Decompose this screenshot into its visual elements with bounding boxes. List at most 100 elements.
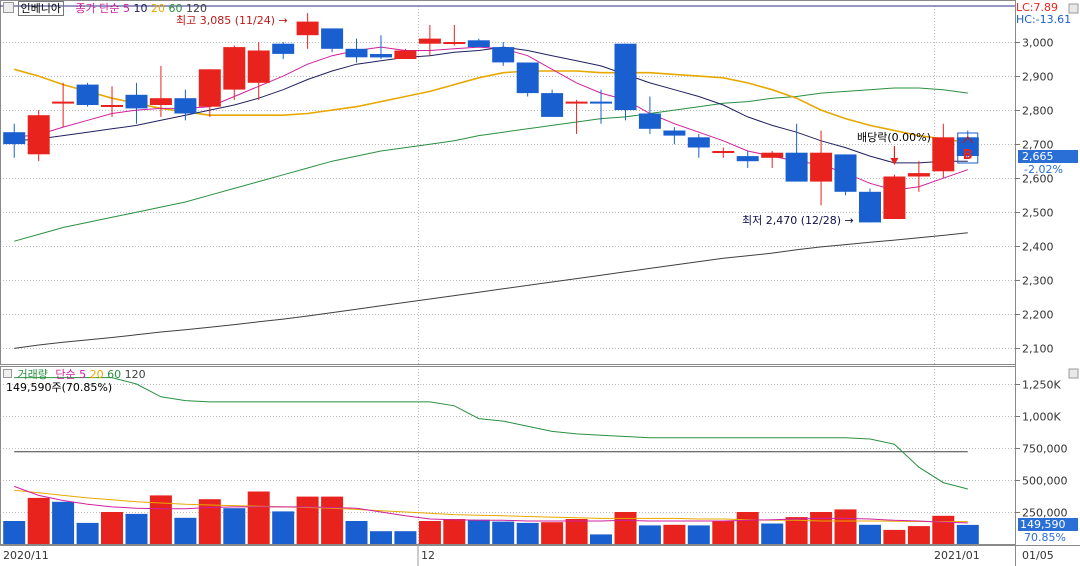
- current-price-label: 2,665: [1022, 150, 1054, 163]
- candle-body: [149, 98, 172, 105]
- price-indicator-label: 종가 단순: [75, 2, 120, 15]
- signal-marker: B: [963, 148, 973, 163]
- volume-bar: [932, 515, 955, 544]
- volume-bar: [198, 499, 221, 544]
- ma-period-60: 60: [168, 2, 183, 15]
- candle-body: [321, 28, 344, 49]
- price-ma20-line: [13, 68, 968, 144]
- low-annotation-text: 최저 2,470 (12/28): [742, 214, 842, 227]
- price-tick-label: 3,000: [1022, 37, 1054, 50]
- volume-tick-label: 750,000: [1022, 443, 1068, 456]
- volume-tick-label: 1,250K: [1022, 379, 1061, 392]
- price-tick-label: 2,600: [1022, 173, 1054, 186]
- volume-bar: [443, 519, 466, 544]
- volume-tick-label: 500,000: [1022, 475, 1068, 488]
- volume-bar: [883, 529, 906, 544]
- volume-bar: [467, 519, 490, 544]
- volume-bar: [859, 524, 881, 544]
- volume-bar: [321, 496, 344, 544]
- volume-panel-header: 거래량 단순 5 20 60 120: [3, 368, 146, 381]
- price-tick-label: 2,400: [1022, 241, 1054, 254]
- price-panel-header: 인베니아 종가 단순 5 10 20 60 120: [3, 1, 207, 16]
- ma-period-120: 120: [185, 2, 207, 15]
- candle-body: [3, 132, 26, 145]
- candle-body: [76, 84, 99, 105]
- candle-body: [834, 154, 857, 192]
- date-label-2020-11: 2020/11: [3, 549, 49, 562]
- volume-bar: [907, 526, 930, 544]
- candle-body: [761, 152, 784, 158]
- price-ma120-line: [14, 232, 968, 349]
- candle-body: [27, 115, 50, 155]
- date-label-2021-01: 2021/01: [934, 549, 980, 562]
- stock-name[interactable]: 인베니아: [17, 1, 64, 16]
- volume-bar: [370, 531, 392, 544]
- volume-bar: [149, 495, 172, 544]
- volume-bar: [565, 519, 588, 544]
- volume-bar: [296, 496, 319, 544]
- volume-bar: [3, 521, 26, 544]
- volume-bar: [638, 525, 661, 544]
- volume-bar: [247, 491, 270, 544]
- candle-body: [198, 69, 221, 107]
- volume-bar: [541, 522, 564, 544]
- volume-bar: [785, 517, 808, 544]
- volume-bar: [810, 512, 833, 544]
- volume-bar: [272, 511, 295, 544]
- candle-body: [296, 21, 319, 36]
- volume-bar: [76, 522, 99, 544]
- current-volume-pct: 70.85%: [1024, 531, 1066, 544]
- volume-summary: 149,590주(70.85%): [6, 381, 113, 394]
- date-label-12: 12: [421, 549, 435, 562]
- volume-panel-toggle-icon[interactable]: [3, 369, 12, 378]
- signal-up-icon: [962, 136, 974, 144]
- candle-body: [345, 48, 368, 58]
- candle-body: [101, 105, 123, 107]
- volume-bar: [590, 534, 612, 544]
- volume-ma-label: 단순: [55, 368, 76, 381]
- low-arrow-icon: →: [844, 214, 854, 227]
- volume-bar: [125, 513, 148, 544]
- price-tick-label: 2,100: [1022, 343, 1054, 356]
- candle-body: [956, 137, 979, 156]
- candle-body: [785, 152, 808, 182]
- high-arrow-icon: →: [278, 14, 288, 27]
- candle-body: [590, 101, 612, 104]
- volume-bar: [687, 525, 710, 544]
- current-volume-label: 149,590: [1020, 518, 1066, 531]
- change-pct-label: -2.02%: [1024, 163, 1063, 176]
- price-tick-label: 2,500: [1022, 207, 1054, 220]
- volume-bar: [761, 523, 784, 544]
- candle-body: [712, 151, 735, 153]
- candle-body: [565, 101, 588, 104]
- price-panel-scroll-button[interactable]: [1068, 3, 1079, 14]
- candle-body: [370, 54, 392, 58]
- dividend-arrow-icon: [890, 158, 899, 165]
- volume-panel-scroll-button[interactable]: [1068, 368, 1079, 379]
- candle-body: [125, 94, 148, 109]
- candle-body: [663, 130, 686, 136]
- signal-box: [957, 132, 979, 164]
- vol-ma-period-20: 20: [89, 368, 104, 381]
- candle-body: [492, 47, 515, 63]
- price-tick-label: 2,300: [1022, 275, 1054, 288]
- price-tick-label: 2,700: [1022, 139, 1054, 152]
- price-tick-label: 2,900: [1022, 71, 1054, 84]
- price-tick-label: 2,800: [1022, 105, 1054, 118]
- low-annotation: 최저 2,470 (12/28) →: [742, 214, 854, 227]
- high-annotation: 최고 3,085 (11/24) →: [176, 14, 288, 27]
- vol-ma-period-120: 120: [124, 368, 146, 381]
- candle-body: [467, 40, 490, 48]
- panel-toggle-icon[interactable]: [3, 2, 14, 13]
- candle-body: [443, 42, 466, 44]
- candle-body: [810, 152, 833, 182]
- price-ma5-line: [14, 46, 968, 191]
- candle-body: [247, 50, 270, 83]
- candle-body: [932, 137, 955, 172]
- volume-bar: [712, 521, 735, 544]
- price-ma60-line: [14, 87, 968, 242]
- candle-body: [52, 101, 75, 104]
- volume-bar: [52, 501, 75, 544]
- lc-label: LC:7.89: [1016, 1, 1058, 14]
